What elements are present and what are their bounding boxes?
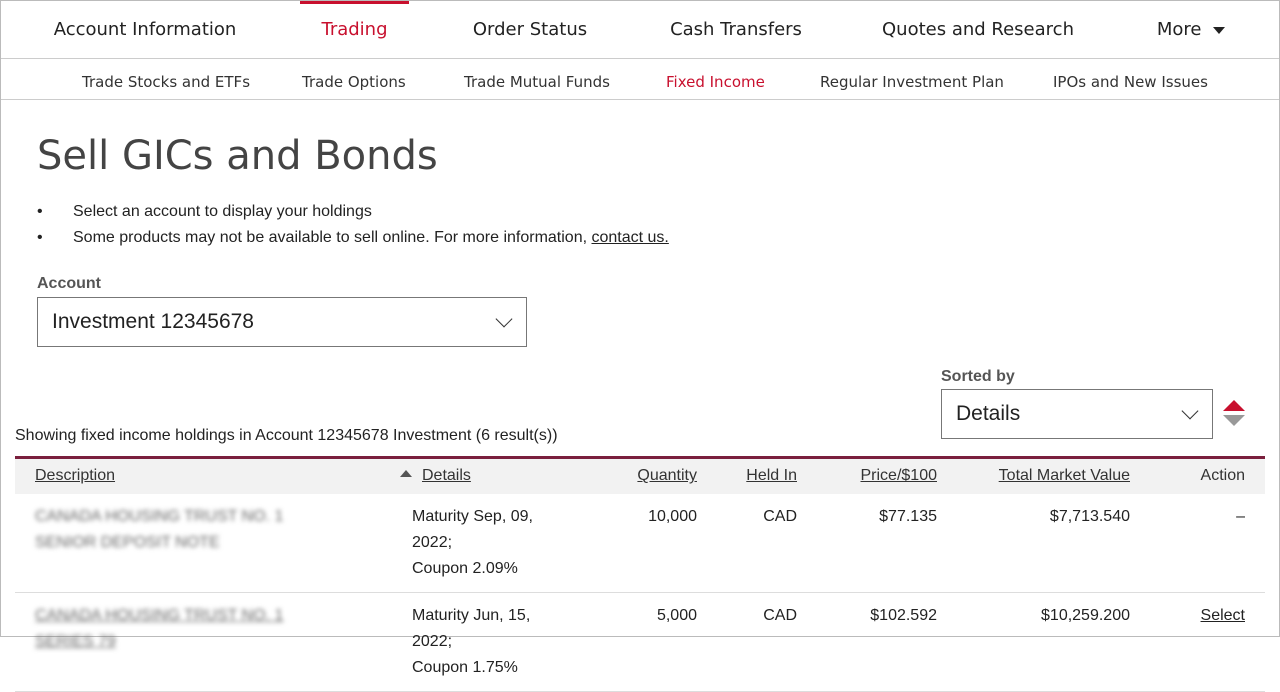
nav-quotes-research[interactable]: Quotes and Research <box>882 19 1074 40</box>
table-row: CANADA HOUSING TRUST NO. 1 SERIES 79 Matu… <box>15 592 1265 692</box>
select-link[interactable]: Select <box>1200 606 1245 624</box>
description-line: SENIOR DEPOSIT NOTE <box>35 533 220 551</box>
sort-label: Sorted by <box>941 368 1015 385</box>
subnav-trade-mutual-funds[interactable]: Trade Mutual Funds <box>464 73 610 91</box>
coupon: Coupon 1.75% <box>412 658 518 676</box>
account-select-value: Investment 12345678 <box>52 310 254 333</box>
table-row: CANADA HOUSING TRUST NO. 1 SENIOR DEPOSIT… <box>15 493 1265 593</box>
col-description[interactable]: Description <box>35 467 116 485</box>
holdings-table: Description Details Quantity Held In Pri… <box>15 456 1265 692</box>
action-none: – <box>1150 493 1265 593</box>
maturity: Maturity Jun, 15, 2022; <box>412 606 531 650</box>
bullet-item: • Select an account to display your holdi… <box>37 203 372 220</box>
sort-down-icon <box>1223 415 1245 426</box>
subnav-ipos[interactable]: IPOs and New Issues <box>1053 73 1208 91</box>
sort-select[interactable]: Details <box>941 389 1213 439</box>
sort-select-value: Details <box>956 402 1021 425</box>
caret-down-icon <box>1213 26 1226 34</box>
nav-cash-transfers[interactable]: Cash Transfers <box>670 19 802 40</box>
total-market-value: $10,259.200 <box>957 592 1150 692</box>
nav-order-status[interactable]: Order Status <box>472 19 588 40</box>
main-nav: Account Information Trading Order Status… <box>1 1 1279 59</box>
account-label: Account <box>37 275 101 292</box>
quantity: 10,000 <box>592 493 717 593</box>
chevron-down-icon <box>1181 402 1199 420</box>
description-line: SERIES 79 <box>35 632 116 650</box>
col-details[interactable]: Details <box>422 467 471 485</box>
table-header-row: Description Details Quantity Held In Pri… <box>15 457 1265 494</box>
coupon: Coupon 2.09% <box>412 559 518 577</box>
maturity: Maturity Sep, 09, 2022; <box>412 507 533 551</box>
bullet-item: • Some products may not be available to s… <box>37 229 669 246</box>
results-summary: Showing fixed income holdings in Account… <box>15 427 558 444</box>
nav-account-information[interactable]: Account Information <box>53 19 237 40</box>
nav-more-label: More <box>1156 19 1202 40</box>
col-action: Action <box>1200 467 1245 485</box>
bullet-text: Some products may not be available to se… <box>73 229 588 246</box>
description-link[interactable]: CANADA HOUSING TRUST NO. 1 SERIES 79 <box>15 592 392 692</box>
description-line: CANADA HOUSING TRUST NO. 1 <box>35 606 284 624</box>
nav-trading[interactable]: Trading <box>300 1 409 59</box>
held-in: CAD <box>717 493 817 593</box>
sort-up-icon <box>1223 400 1245 411</box>
subnav-fixed-income[interactable]: Fixed Income <box>666 73 765 91</box>
held-in: CAD <box>717 592 817 692</box>
col-held-in[interactable]: Held In <box>746 467 797 485</box>
bullet-text: Select an account to display your holdin… <box>73 203 372 220</box>
subnav-regular-investment-plan[interactable]: Regular Investment Plan <box>820 73 1004 91</box>
account-select[interactable]: Investment 12345678 <box>37 297 527 347</box>
sort-direction-toggle[interactable] <box>1223 400 1245 428</box>
sub-nav: Trade Stocks and ETFs Trade Options Trad… <box>1 59 1279 100</box>
subnav-trade-stocks[interactable]: Trade Stocks and ETFs <box>82 73 251 91</box>
col-price[interactable]: Price/$100 <box>860 467 938 485</box>
quantity: 5,000 <box>592 592 717 692</box>
page-title: Sell GICs and Bonds <box>37 133 438 179</box>
contact-us-link[interactable]: contact us. <box>591 229 669 246</box>
description-line: CANADA HOUSING TRUST NO. 1 <box>35 507 284 525</box>
col-quantity[interactable]: Quantity <box>637 467 697 485</box>
chevron-down-icon <box>495 310 513 328</box>
price: $77.135 <box>817 493 957 593</box>
nav-more[interactable]: More <box>1141 1 1241 59</box>
total-market-value: $7,713.540 <box>957 493 1150 593</box>
sort-asc-icon <box>400 470 412 478</box>
price: $102.592 <box>817 592 957 692</box>
subnav-trade-options[interactable]: Trade Options <box>302 73 406 91</box>
col-total-market-value[interactable]: Total Market Value <box>998 467 1130 485</box>
